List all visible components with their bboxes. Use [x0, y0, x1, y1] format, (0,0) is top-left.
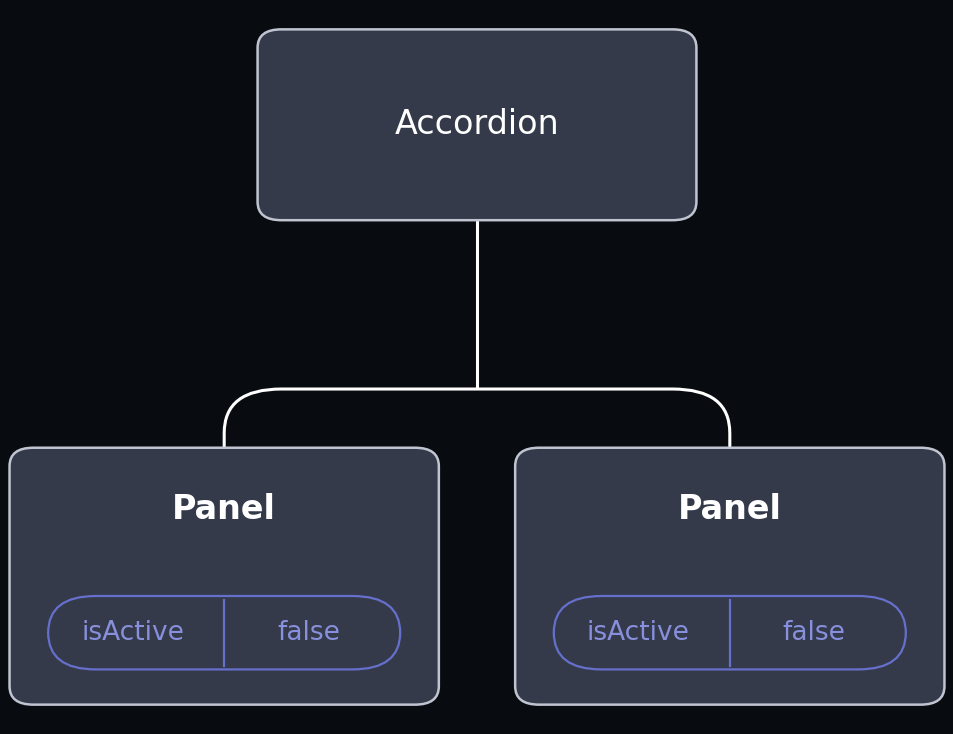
Text: Accordion: Accordion	[395, 109, 558, 141]
Text: false: false	[277, 619, 340, 646]
Text: false: false	[782, 619, 845, 646]
Text: Panel: Panel	[172, 493, 275, 526]
Text: isActive: isActive	[586, 619, 689, 646]
Text: Panel: Panel	[678, 493, 781, 526]
FancyBboxPatch shape	[257, 29, 696, 220]
FancyBboxPatch shape	[10, 448, 438, 705]
Text: isActive: isActive	[81, 619, 184, 646]
FancyBboxPatch shape	[515, 448, 943, 705]
